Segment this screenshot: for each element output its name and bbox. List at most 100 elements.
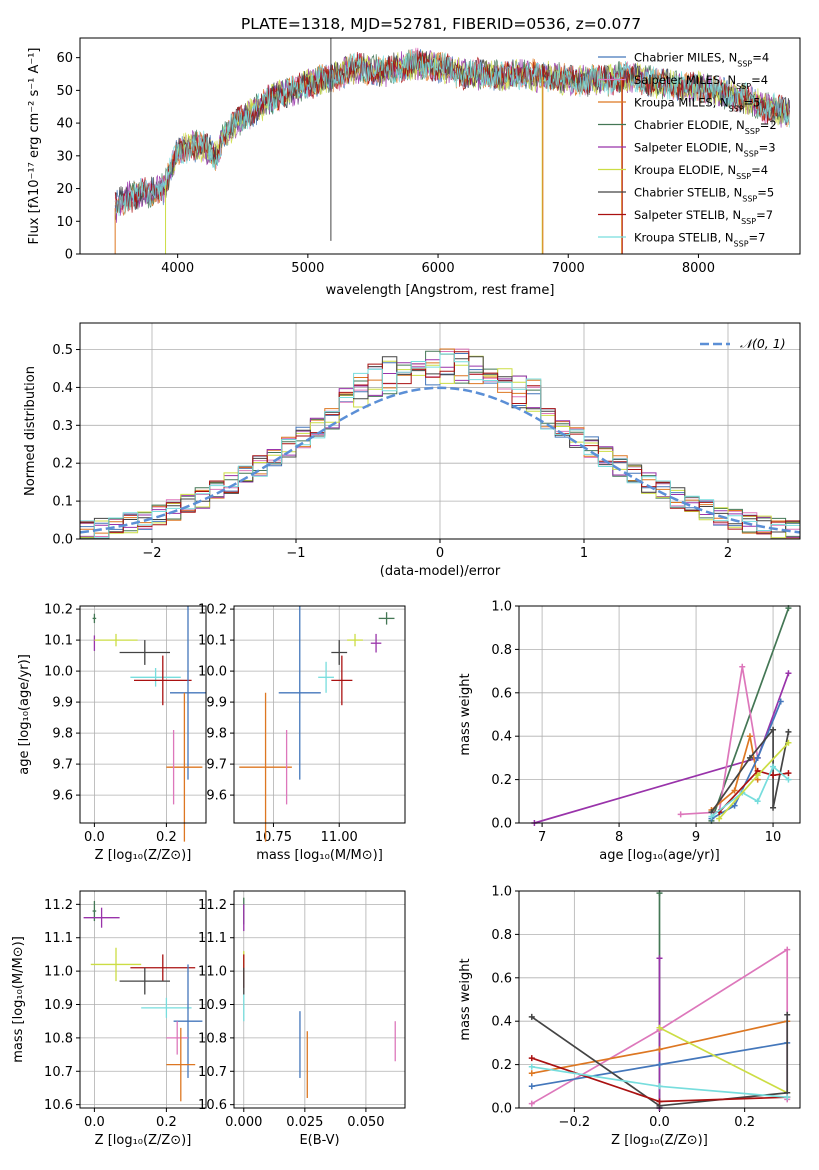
x-tick-label: 0 [436,546,444,561]
errorbar-points [243,897,396,1098]
weight-marker [716,815,723,822]
y-tick-label: 10.0 [198,665,227,680]
legend-label: Chabrier STELIB, NSSP=5 [634,186,774,204]
weight-marker [746,733,753,740]
x-tick-label: 1 [580,546,588,561]
axes-frame [518,890,801,1109]
axes-frame [79,322,801,540]
x-tick-label: 7 [538,830,546,845]
mass-vs-metallicity-panel: 0.0 0.2 10.6 10.7 10.8 10.9 11.0 11.1 11.2 Z [log… [11,890,207,1148]
weight-marker [708,813,715,820]
legend-label: Kroupa STELIB, NSSP=7 [634,231,765,249]
y-tick-label: 0 [65,248,73,263]
weight-lines [531,605,792,826]
x-axis-label: wavelength [Angstrom, rest frame] [326,283,555,298]
weight-marker [785,739,792,746]
y-axis-label: Normed distribution [23,366,38,496]
axes-frame [79,890,207,1109]
y-tick-label: 11.2 [44,898,73,913]
y-axis-label: mass weight [458,673,473,755]
weight-marker [770,804,777,811]
mass-vs-extinction-panel: 0.000 0.025 0.050 10.6 10.7 10.8 10.9 11.0 11.1 1… [198,890,406,1148]
x-axis-label: Z [log₁₀(Z/Z⊙)] [95,1133,192,1148]
y-tick-label: 10.7 [44,1065,73,1080]
y-axis-label: mass [log₁₀(M/M⊙)] [11,936,26,1063]
y-tick-label: 1.0 [491,885,512,900]
weight-marker [770,726,777,733]
y-tick-label: 0.1 [52,495,73,510]
x-tick-label: −2 [142,546,161,561]
y-tick-label: 10.9 [198,998,227,1013]
weight-marker [770,772,777,779]
gaussian-curve [80,386,800,534]
weight-marker [528,1055,535,1062]
figure-title: PLATE=1318, MJD=52781, FIBERID=0536, z=0… [241,15,641,33]
y-tick-label: 9.6 [206,789,227,804]
weight-series-line [659,1026,788,1094]
y-tick-label: 11.0 [198,965,227,980]
y-tick-label: 0.0 [491,1102,512,1117]
y-tick-label: 9.8 [52,727,73,742]
weight-marker [739,663,746,670]
y-tick-label: 9.8 [206,727,227,742]
legend-label: 𝒩(0, 1) [740,336,786,351]
weight-marker [777,698,784,705]
x-axis-label: E(B-V) [299,1133,339,1148]
x-tick-label: 11.00 [321,830,358,845]
x-tick-label: −0.2 [559,1115,591,1130]
y-tick-label: 9.6 [52,789,73,804]
weight-vs-age-panel: 7 8 9 10 0.0 0.2 0.4 0.6 0.8 1.0 age [log₁₀(age/yr… [458,600,801,863]
weight-marker [731,802,738,809]
axes-frame [79,605,207,824]
axes-frame [233,605,406,824]
histogram-series [80,351,800,539]
legend-label: Kroupa MILES, NSSP=5 [634,96,760,114]
errorbar-points [239,606,395,842]
y-tick-label: 9.7 [52,758,73,773]
axes-frame [79,37,801,255]
x-tick-label: 0.0 [84,1115,105,1130]
x-tick-label: 0.025 [286,1115,323,1130]
x-tick-label: 0.000 [225,1115,262,1130]
y-tick-label: 10.8 [198,1031,227,1046]
weight-marker [528,1070,535,1077]
y-tick-label: 10 [56,215,73,230]
y-axis-label: age [log₁₀(age/yr)] [17,654,32,775]
legend-label: Salpeter ELODIE, NSSP=3 [634,141,776,159]
x-tick-label: 8 [615,830,623,845]
x-tick-label: 8000 [682,261,715,276]
x-tick-label: 9 [692,830,700,845]
spectrum-panel: 4000 5000 6000 7000 8000 0 10 20 30 40 50 60 wavelen… [27,37,801,298]
y-tick-label: 0.2 [491,1058,512,1073]
weight-marker [656,1024,663,1031]
y-tick-label: 11.1 [198,931,227,946]
x-tick-label: 0.2 [156,1115,177,1130]
weight-marker [731,787,738,794]
weight-series-line [680,666,759,816]
weight-marker [528,1063,535,1070]
residual-histogram-panel: −2 −1 0 1 2 0.0 0.1 0.2 0.3 0.4 0.5 (data-model)/er… [23,322,801,579]
weight-marker [656,1046,663,1053]
x-tick-label: 4000 [161,261,194,276]
y-tick-label: 30 [56,149,73,164]
y-tick-label: 0.5 [52,343,73,358]
x-tick-label: 0.0 [84,830,105,845]
y-tick-label: 50 [56,84,73,99]
weight-marker [656,1061,663,1068]
weight-series-line [710,735,759,811]
y-tick-label: 10.2 [198,603,227,618]
y-tick-label: 11.0 [44,965,73,980]
histogram-steps [80,348,800,539]
y-tick-label: 0.8 [491,643,512,658]
weight-lines [528,890,791,1111]
spectrum-lines [114,38,790,254]
weight-marker [754,798,761,805]
legend-label: Salpeter STELIB, NSSP=7 [634,208,773,226]
weight-marker [528,1083,535,1090]
y-tick-label: 0.8 [491,928,512,943]
y-tick-label: 0.3 [52,419,73,434]
y-tick-label: 0.4 [491,730,512,745]
y-tick-label: 40 [56,117,73,132]
legend-label: Chabrier ELODIE, NSSP=2 [634,118,777,136]
